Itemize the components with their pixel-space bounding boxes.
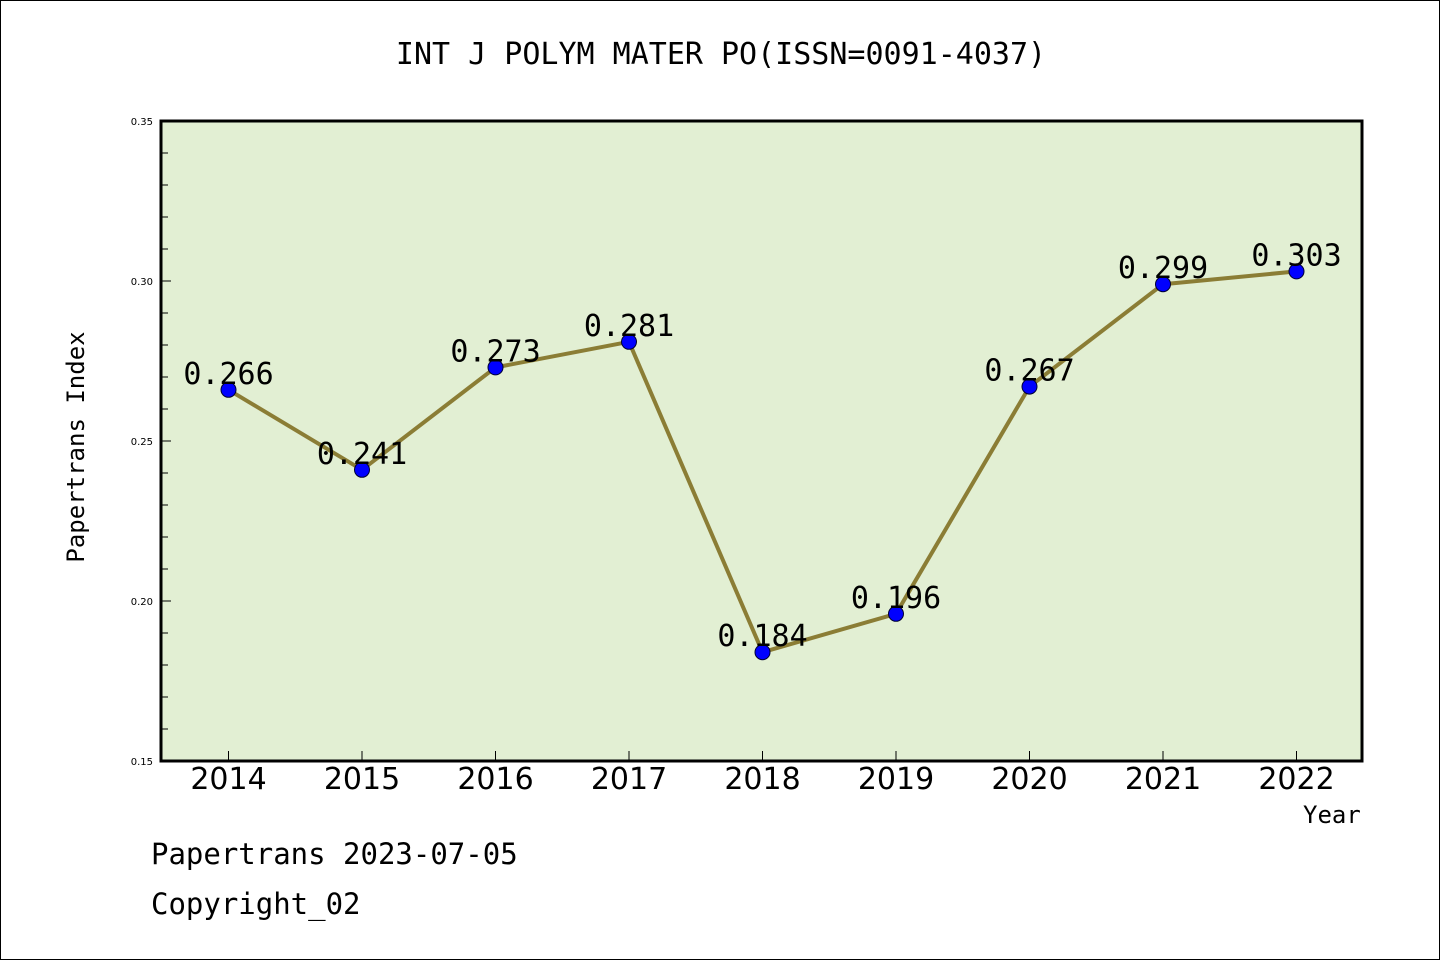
data-point bbox=[487, 359, 504, 376]
data-label: 0.241 bbox=[317, 437, 407, 472]
data-point bbox=[220, 381, 237, 398]
data-label: 0.184 bbox=[717, 619, 807, 654]
x-tick-label: 2017 bbox=[591, 762, 667, 797]
y-tick-label: 0.35 bbox=[131, 117, 153, 128]
data-label: 0.303 bbox=[1251, 238, 1341, 273]
data-point bbox=[1155, 276, 1171, 293]
y-tick-label: 0.25 bbox=[131, 437, 153, 448]
y-tick-label: 0.30 bbox=[131, 277, 153, 288]
data-point bbox=[354, 461, 370, 478]
data-label: 0.299 bbox=[1118, 251, 1208, 286]
footer-copyright: Copyright_02 bbox=[151, 887, 361, 921]
data-label: 0.196 bbox=[851, 581, 941, 616]
x-tick-label: 2014 bbox=[190, 762, 266, 797]
data-label: 0.281 bbox=[584, 309, 674, 344]
x-tick-label: 2020 bbox=[991, 762, 1067, 797]
chart-title: INT J POLYM MATER PO(ISSN=0091-4037) bbox=[395, 37, 1047, 72]
x-tick-label: 2015 bbox=[324, 762, 400, 797]
data-point bbox=[1021, 378, 1038, 395]
data-point bbox=[888, 605, 904, 622]
data-label: 0.267 bbox=[984, 354, 1074, 389]
data-label: 0.266 bbox=[183, 357, 273, 392]
y-tick-label: 0.20 bbox=[131, 597, 153, 608]
x-tick-label: 2021 bbox=[1125, 762, 1201, 797]
footer-date: Papertrans 2023-07-05 bbox=[151, 837, 518, 871]
y-tick-label: 0.15 bbox=[131, 757, 153, 768]
data-point bbox=[621, 333, 637, 350]
x-tick-label: 2016 bbox=[457, 762, 533, 797]
x-axis-label: Year bbox=[1303, 801, 1361, 829]
x-tick-label: 2022 bbox=[1258, 762, 1334, 797]
data-point bbox=[1288, 263, 1305, 280]
data-label: 0.273 bbox=[450, 334, 540, 369]
x-tick-label: 2018 bbox=[724, 762, 800, 797]
data-point bbox=[754, 644, 771, 661]
x-tick-label: 2019 bbox=[858, 762, 934, 797]
